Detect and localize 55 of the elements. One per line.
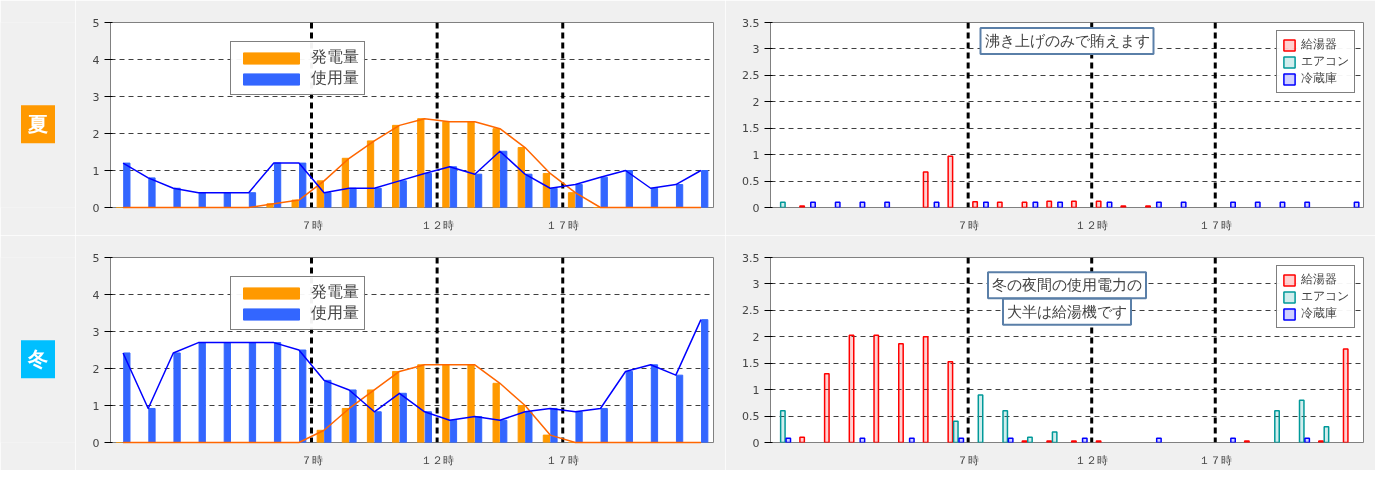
y-tick-label: 3 bbox=[752, 277, 760, 291]
y-tick-label: 3 bbox=[752, 42, 760, 56]
x-tick-label: １７時 bbox=[1198, 218, 1232, 232]
x-tick-label: ７時 bbox=[957, 218, 980, 232]
y-tick-label: 1 bbox=[92, 399, 100, 413]
legend-label: 発電量 bbox=[311, 47, 359, 68]
y-tick-label: 1 bbox=[752, 383, 760, 397]
y-tick-label: 0.5 bbox=[742, 410, 760, 424]
y-tick-label: 0 bbox=[92, 436, 100, 450]
legend-label: エアコン bbox=[1301, 53, 1349, 70]
annotation: 沸き上げのみで賄えます bbox=[984, 32, 1150, 51]
text: 夏 bbox=[27, 112, 48, 137]
y-tick-label: 2 bbox=[92, 362, 100, 376]
x-tick-label: １７時 bbox=[546, 453, 580, 467]
legend-label: 発電量 bbox=[311, 282, 359, 303]
y-tick-label: 1 bbox=[92, 164, 100, 178]
legend-label: 冷蔵庫 bbox=[1301, 70, 1337, 87]
y-tick-label: 4 bbox=[92, 288, 100, 302]
y-tick-label: 1.5 bbox=[742, 357, 760, 371]
x-tick-label: １２時 bbox=[420, 453, 454, 467]
legend-label: 使用量 bbox=[311, 68, 359, 89]
y-tick-label: 2.5 bbox=[742, 304, 760, 318]
annotation: 大半は給湯機です bbox=[1007, 302, 1127, 321]
legend-label: 冷蔵庫 bbox=[1301, 305, 1337, 322]
y-tick-label: 2 bbox=[752, 330, 760, 344]
y-tick-label: 5 bbox=[92, 251, 100, 265]
y-tick-label: 2.5 bbox=[742, 69, 760, 83]
y-tick-label: 0 bbox=[752, 436, 760, 450]
legend-label: 使用量 bbox=[311, 303, 359, 324]
y-tick-label: 3 bbox=[92, 325, 100, 339]
y-tick-label: 0 bbox=[752, 201, 760, 215]
annotation: 冬の夜間の使用電力の bbox=[992, 276, 1142, 295]
y-tick-label: 3 bbox=[92, 90, 100, 104]
legend-label: 給湯器 bbox=[1301, 36, 1337, 53]
y-tick-label: 3.5 bbox=[742, 251, 760, 265]
legend-label: 給湯器 bbox=[1301, 271, 1337, 288]
y-tick-label: 0.5 bbox=[742, 175, 760, 189]
x-tick-label: ７時 bbox=[957, 453, 980, 467]
y-tick-label: 2 bbox=[752, 95, 760, 109]
x-tick-label: １７時 bbox=[1198, 453, 1232, 467]
x-tick-label: １２時 bbox=[420, 218, 454, 232]
y-tick-label: 3.5 bbox=[742, 16, 760, 30]
x-tick-label: １２時 bbox=[1075, 218, 1109, 232]
y-tick-label: 2 bbox=[92, 127, 100, 141]
y-tick-label: 4 bbox=[92, 53, 100, 67]
y-tick-label: 0 bbox=[92, 201, 100, 215]
x-tick-label: ７時 bbox=[300, 218, 323, 232]
text: 冬 bbox=[27, 347, 48, 372]
y-tick-label: 1.5 bbox=[742, 122, 760, 136]
x-tick-label: ７時 bbox=[300, 453, 323, 467]
y-tick-label: 1 bbox=[752, 148, 760, 162]
y-tick-label: 5 bbox=[92, 16, 100, 30]
x-tick-label: １７時 bbox=[546, 218, 580, 232]
legend-label: エアコン bbox=[1301, 288, 1349, 305]
x-tick-label: １２時 bbox=[1075, 453, 1109, 467]
